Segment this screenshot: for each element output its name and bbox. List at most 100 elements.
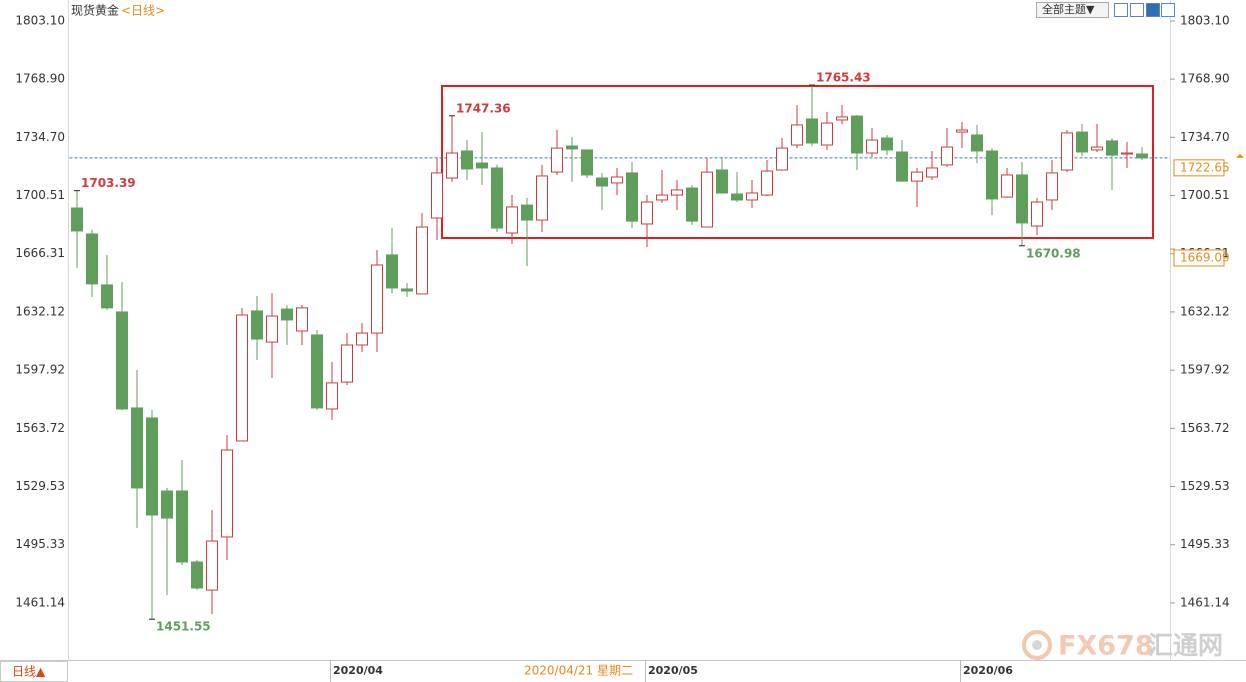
y2-tick-label: 1529.53 bbox=[1180, 479, 1230, 493]
candle-body bbox=[821, 122, 833, 146]
y2-tick-label: 1803.10 bbox=[1180, 13, 1230, 27]
watermark-text: 汇通网 bbox=[1148, 631, 1223, 660]
chart-title: 现货黄金 bbox=[71, 3, 119, 18]
crosshair-date: 2020/04/21 星期二 bbox=[524, 664, 633, 678]
candle-body bbox=[521, 204, 533, 221]
y2-tick-label: 1700.51 bbox=[1180, 188, 1230, 202]
y2-tick-label: 1734.70 bbox=[1180, 130, 1230, 144]
candle-body bbox=[761, 170, 773, 196]
candle-body bbox=[446, 152, 458, 179]
y-tick-label: 1666.31 bbox=[15, 246, 65, 260]
watermark-logo bbox=[1022, 630, 1052, 660]
candle-body bbox=[1016, 174, 1028, 224]
candle-body bbox=[746, 192, 758, 201]
toolbar-icons[interactable] bbox=[1114, 3, 1175, 17]
y-tick-label: 1803.10 bbox=[15, 13, 65, 27]
candle-body bbox=[686, 187, 698, 222]
candle-body bbox=[191, 561, 203, 589]
candle-body bbox=[776, 147, 788, 171]
candle-body bbox=[221, 449, 233, 538]
candle-body bbox=[476, 162, 488, 169]
candle-body bbox=[896, 151, 908, 182]
period-label[interactable]: <日线> bbox=[121, 4, 165, 18]
candle-body bbox=[611, 176, 623, 184]
candle-body bbox=[506, 206, 518, 234]
icon-button[interactable] bbox=[1114, 3, 1128, 17]
y-tick-label: 1768.90 bbox=[15, 72, 65, 86]
candle-body bbox=[656, 194, 668, 201]
candle-body bbox=[236, 314, 248, 442]
candle-body bbox=[401, 288, 413, 292]
candle-body bbox=[71, 207, 83, 232]
candle-body bbox=[416, 226, 428, 295]
candle-body bbox=[956, 129, 968, 133]
candle-body bbox=[581, 149, 593, 176]
y-tick-label: 1495.33 bbox=[15, 537, 65, 551]
x-tick-label: 2020/06 bbox=[963, 664, 1013, 677]
candle-body bbox=[986, 150, 998, 200]
extreme-label: 1703.39 bbox=[81, 176, 136, 190]
x-tick-label: 2020/05 bbox=[648, 664, 698, 677]
candle-body bbox=[1001, 174, 1013, 198]
candle-body bbox=[551, 147, 563, 173]
candle-body bbox=[491, 167, 503, 229]
candle-body bbox=[326, 382, 338, 410]
candle-body bbox=[116, 311, 128, 410]
candle-body bbox=[131, 407, 143, 489]
candle-body bbox=[596, 177, 608, 187]
y2-tick-label: 1495.33 bbox=[1180, 537, 1230, 551]
y-tick-label: 1632.12 bbox=[15, 304, 65, 318]
candle-body bbox=[1121, 152, 1133, 155]
candle-body bbox=[1091, 146, 1103, 151]
y-tick-label: 1563.72 bbox=[15, 421, 65, 435]
theme-button[interactable]: 全部主题▼ bbox=[1042, 2, 1095, 16]
extreme-label: 1670.98 bbox=[1026, 246, 1081, 260]
candle-body bbox=[791, 124, 803, 146]
theme-button-box[interactable] bbox=[1036, 2, 1109, 18]
y2-tick-label: 1768.90 bbox=[1180, 72, 1230, 86]
candle-body bbox=[101, 284, 113, 309]
last-price-label: 1722.65 bbox=[1180, 160, 1230, 174]
highlight-box bbox=[441, 85, 1154, 239]
icon-button[interactable] bbox=[1161, 3, 1175, 17]
candle-body bbox=[1106, 140, 1118, 156]
last-price-arrow bbox=[1236, 153, 1244, 158]
candle-body bbox=[671, 189, 683, 196]
y-tick-label: 1597.92 bbox=[15, 363, 65, 377]
candle-body bbox=[941, 146, 953, 166]
x-tick-label: 2020/04 bbox=[333, 664, 383, 677]
price-marker-label: 1669.09 bbox=[1180, 251, 1230, 265]
price-marker-label-box bbox=[1173, 249, 1225, 267]
y-tick-label: 1700.51 bbox=[15, 188, 65, 202]
candle-body bbox=[461, 150, 473, 170]
candle-body bbox=[431, 172, 443, 219]
candle-body bbox=[386, 254, 398, 289]
candle-body bbox=[251, 310, 263, 340]
extreme-label: 1451.55 bbox=[156, 620, 211, 634]
icon-button[interactable] bbox=[1146, 3, 1160, 17]
candle-body bbox=[731, 193, 743, 201]
icon-button[interactable] bbox=[1130, 3, 1144, 17]
candle-body bbox=[851, 115, 863, 154]
candle-body bbox=[311, 334, 323, 409]
candle-body bbox=[281, 308, 293, 321]
y-tick-label: 1461.14 bbox=[15, 595, 65, 609]
candle-body bbox=[176, 490, 188, 563]
y2-tick-label: 1563.72 bbox=[1180, 421, 1230, 435]
candle-body bbox=[836, 116, 848, 121]
candle-body bbox=[971, 134, 983, 152]
candle-body bbox=[356, 332, 368, 346]
extreme-label: 1765.43 bbox=[816, 71, 871, 85]
period-button[interactable]: 日线▲ bbox=[12, 665, 46, 679]
candle-body bbox=[1136, 153, 1148, 159]
candle-body bbox=[911, 171, 923, 182]
candle-body bbox=[371, 264, 383, 334]
y-tick-label: 1734.70 bbox=[15, 130, 65, 144]
candle-body bbox=[701, 171, 713, 228]
watermark-text: FX678 bbox=[1058, 631, 1154, 662]
candle-body bbox=[881, 137, 893, 151]
candle-body bbox=[146, 417, 158, 516]
watermark: FX678 汇通网 bbox=[1022, 630, 1223, 662]
